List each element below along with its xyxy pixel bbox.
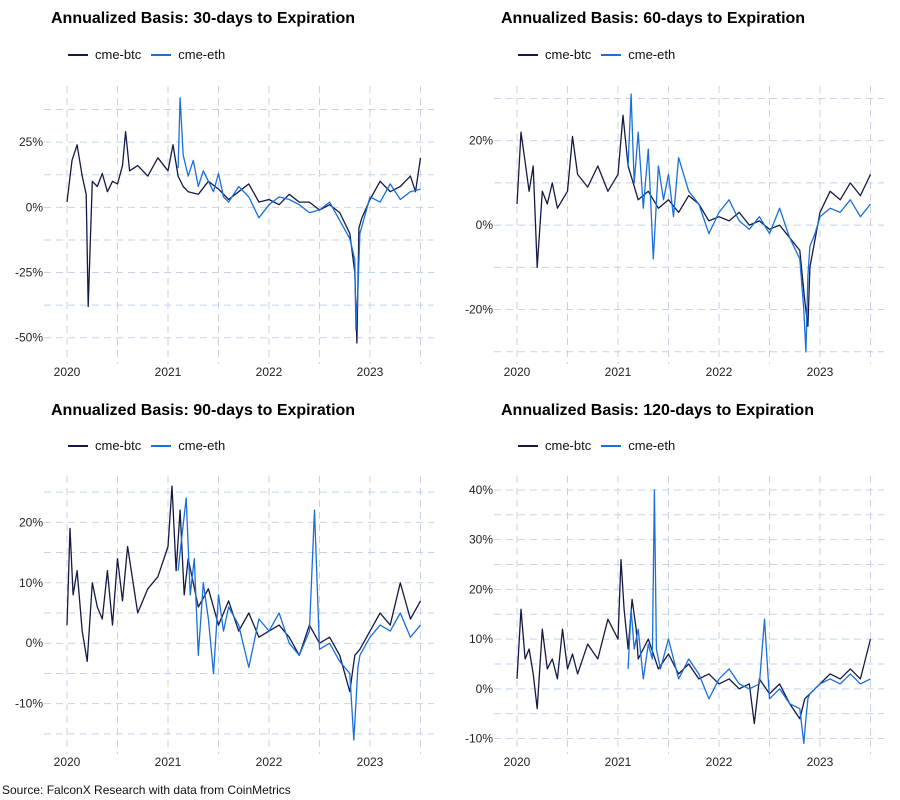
legend-label: cme-btc <box>95 438 142 453</box>
legend: cme-btc cme-eth <box>68 47 235 62</box>
series-line-cme-eth <box>177 97 421 331</box>
legend: cme-btc cme-eth <box>518 47 685 62</box>
legend-item-cme-eth: cme-eth <box>151 47 225 62</box>
legend-item-cme-eth: cme-eth <box>601 47 675 62</box>
x-tick-label: 2023 <box>807 755 834 769</box>
y-tick-label: 0% <box>26 200 44 214</box>
x-tick-label: 2022 <box>706 755 733 769</box>
y-tick-label: -20% <box>465 303 493 317</box>
x-tick-label: 2020 <box>504 755 531 769</box>
legend-label: cme-btc <box>95 47 142 62</box>
legend-label: cme-eth <box>178 47 226 62</box>
chart-plot: -20% 0% 20% 2020 2021 2022 2023 <box>465 86 884 379</box>
panel-60d: Annualized Basis: 60-days to Expiration … <box>450 0 900 392</box>
x-tick-label: 2020 <box>504 365 531 379</box>
y-tick-label: 10% <box>469 632 493 646</box>
y-tick-label: 40% <box>469 483 493 497</box>
legend-item-cme-btc: cme-btc <box>518 438 591 453</box>
legend-label: cme-btc <box>545 438 592 453</box>
legend-item-cme-btc: cme-btc <box>68 438 141 453</box>
series-line-cme-btc <box>516 558 872 725</box>
series-line-cme-eth <box>627 489 871 745</box>
x-tick-label: 2022 <box>256 365 283 379</box>
chart-title: Annualized Basis: 90-days to Expiration <box>51 402 356 419</box>
series-line-cme-btc <box>66 131 422 344</box>
y-tick-label: 20% <box>469 134 493 148</box>
chart-plot: -50% -25% 0% 25% 2020 2021 2022 2023 <box>15 86 434 379</box>
series-line-cme-eth <box>177 497 421 741</box>
legend-label: cme-eth <box>628 47 676 62</box>
legend: cme-btc cme-eth <box>68 438 235 453</box>
legend-swatch-cme-btc <box>68 53 88 56</box>
chart-title: Annualized Basis: 60-days to Expiration <box>501 10 806 27</box>
x-tick-label: 2020 <box>54 755 81 769</box>
y-tick-label: -25% <box>15 266 43 280</box>
series-line-cme-btc <box>516 114 872 328</box>
series-line-cme-btc <box>66 485 422 693</box>
y-tick-label: 0% <box>476 682 494 696</box>
chart-title: Annualized Basis: 30-days to Expiration <box>51 10 356 27</box>
x-tick-label: 2023 <box>357 365 384 379</box>
legend-item-cme-btc: cme-btc <box>518 47 591 62</box>
chart-plot: -10% 0% 10% 20% 30% 40% 2020 2021 2022 2023 <box>465 476 884 769</box>
source-note: Source: FalconX Research with data from … <box>2 783 291 797</box>
chart-title: Annualized Basis: 120-days to Expiration <box>501 402 814 419</box>
x-tick-label: 2021 <box>155 365 182 379</box>
y-tick-label: 20% <box>19 515 43 529</box>
legend-swatch-cme-eth <box>151 444 172 447</box>
x-tick-label: 2021 <box>605 365 632 379</box>
legend-label: cme-eth <box>628 438 676 453</box>
panel-90d: Annualized Basis: 90-days to Expiration … <box>0 392 450 782</box>
y-tick-label: 20% <box>469 582 493 596</box>
panel-30d: Annualized Basis: 30-days to Expiration … <box>0 0 450 392</box>
x-tick-label: 2021 <box>605 755 632 769</box>
x-tick-label: 2022 <box>256 755 283 769</box>
y-tick-label: 0% <box>26 636 44 650</box>
y-tick-label: 25% <box>19 135 43 149</box>
y-tick-label: 0% <box>476 218 494 232</box>
x-tick-label: 2022 <box>706 365 733 379</box>
legend-swatch-cme-eth <box>601 444 622 447</box>
legend-label: cme-btc <box>545 47 592 62</box>
legend-swatch-cme-btc <box>518 444 538 447</box>
y-tick-label: 30% <box>469 533 493 547</box>
y-tick-label: -50% <box>15 331 43 345</box>
x-tick-label: 2020 <box>54 365 81 379</box>
x-tick-label: 2023 <box>357 755 384 769</box>
x-tick-label: 2021 <box>155 755 182 769</box>
legend-swatch-cme-btc <box>518 53 538 56</box>
y-tick-label: -10% <box>465 732 493 746</box>
legend-swatch-cme-eth <box>151 53 172 56</box>
legend-item-cme-eth: cme-eth <box>151 438 225 453</box>
legend-swatch-cme-btc <box>68 444 88 447</box>
legend-item-cme-btc: cme-btc <box>68 47 141 62</box>
x-tick-label: 2023 <box>807 365 834 379</box>
panel-120d: Annualized Basis: 120-days to Expiration… <box>450 392 900 782</box>
legend-swatch-cme-eth <box>601 53 622 56</box>
legend: cme-btc cme-eth <box>518 438 685 453</box>
chart-plot: -10% 0% 10% 20% 2020 2021 2022 2023 <box>15 476 434 769</box>
legend-label: cme-eth <box>178 438 226 453</box>
y-tick-label: -10% <box>15 697 43 711</box>
legend-item-cme-eth: cme-eth <box>601 438 675 453</box>
series-line-cme-eth <box>627 93 872 353</box>
y-tick-label: 10% <box>19 576 43 590</box>
